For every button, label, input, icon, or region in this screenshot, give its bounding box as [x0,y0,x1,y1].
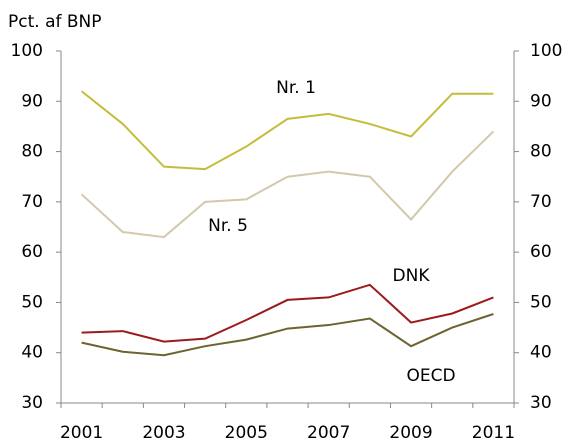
y2-tick-label: 30 [530,393,552,413]
x-tick-label: 2001 [60,423,103,441]
y-tick-label: 80 [21,142,43,162]
y2-tick-label: 100 [530,41,562,61]
series-line [81,283,494,343]
series-label: DNK [393,266,431,286]
y-tick-label: 90 [21,91,43,111]
y2-tick-label: 90 [530,91,552,111]
y-tick-label: 40 [21,343,43,363]
series-label: Nr. 1 [276,78,316,98]
x-tick-label: 2009 [389,423,432,441]
series-line [80,90,494,171]
x-tick-label: 2007 [307,423,350,441]
series-label: OECD [406,366,455,386]
y2-tick-label: 80 [530,142,552,162]
x-tick-label: 2003 [142,423,185,441]
y2-tick-label: 60 [530,242,552,262]
y2-tick-label: 70 [530,192,552,212]
y2-tick-label: 40 [530,343,552,363]
y-tick-label: 30 [21,393,43,413]
series-line [80,130,495,239]
y-tick-label: 100 [11,41,43,61]
y2-tick-label: 50 [530,292,552,312]
y-axis-title: Pct. af BNP [8,12,102,32]
x-tick-label: 2011 [472,423,515,441]
series-line [81,313,494,357]
y-tick-label: 60 [21,242,43,262]
x-tick-label: 2005 [225,423,268,441]
y-tick-label: 70 [21,192,43,212]
y-tick-label: 50 [21,292,43,312]
series-label: Nr. 5 [208,216,248,236]
